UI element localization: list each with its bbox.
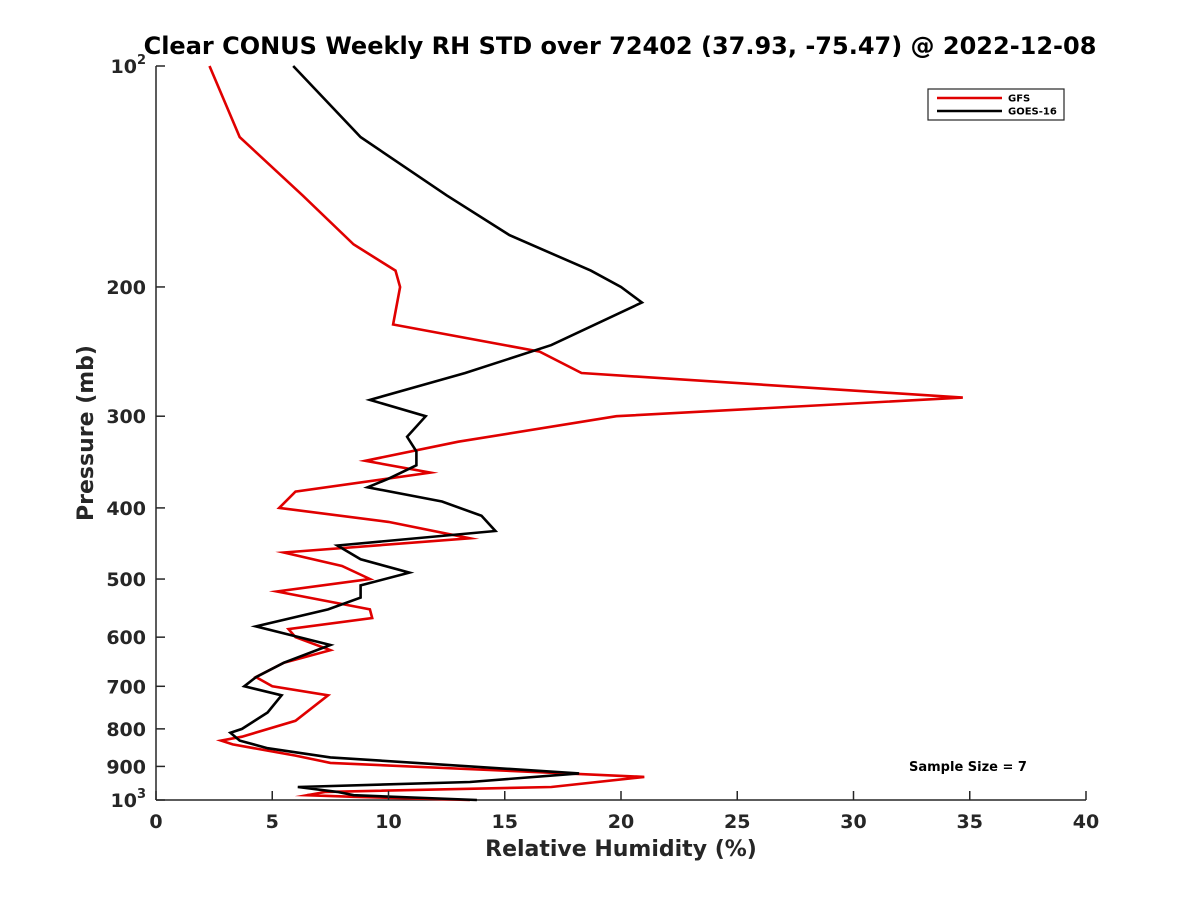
series-layer [208, 65, 963, 802]
legend-box [927, 88, 1065, 121]
y-tick-label: 102 [111, 53, 147, 78]
y-tick-label: 900 [106, 756, 146, 778]
legend-label: GFS [1008, 94, 1030, 105]
y-tick-label: 200 [106, 277, 146, 299]
series-line-gfs [208, 65, 963, 802]
plot-area [155, 65, 1086, 802]
x-tick-label: 35 [957, 811, 983, 833]
x-tick-label: 0 [149, 811, 162, 833]
y-tick-label: 500 [106, 569, 146, 591]
y-tick-label: 600 [106, 627, 146, 649]
chart-title: Clear CONUS Weekly RH STD over 72402 (37… [144, 32, 1097, 60]
y-tick-label: 300 [106, 406, 146, 428]
x-axis-label: Relative Humidity (%) [485, 837, 757, 862]
x-axis-ticks: 0 5 10 15 20 25 30 35 40 [149, 791, 1099, 833]
x-tick-label: 15 [492, 811, 518, 833]
x-tick-label: 25 [724, 811, 750, 833]
legend-label: GOES-16 [1008, 107, 1057, 118]
y-tick-label: 700 [106, 676, 146, 698]
y-axis-label: Pressure (mb) [74, 345, 99, 521]
x-tick-label: 40 [1073, 811, 1099, 833]
y-axis-ticks: 102 200 300 400 500 600 700 800 900 103 [106, 53, 165, 812]
sample-size-annotation: Sample Size = 7 [909, 760, 1027, 775]
y-tick-label: 800 [106, 719, 146, 741]
y-tick-label: 103 [111, 787, 147, 812]
x-tick-label: 30 [840, 811, 866, 833]
x-tick-label: 5 [266, 811, 279, 833]
y-tick-label: 400 [106, 498, 146, 520]
x-tick-label: 10 [375, 811, 401, 833]
legend: GFS GOES-16 [927, 88, 1065, 121]
series-line-goes-16 [227, 65, 645, 802]
x-tick-label: 20 [608, 811, 634, 833]
